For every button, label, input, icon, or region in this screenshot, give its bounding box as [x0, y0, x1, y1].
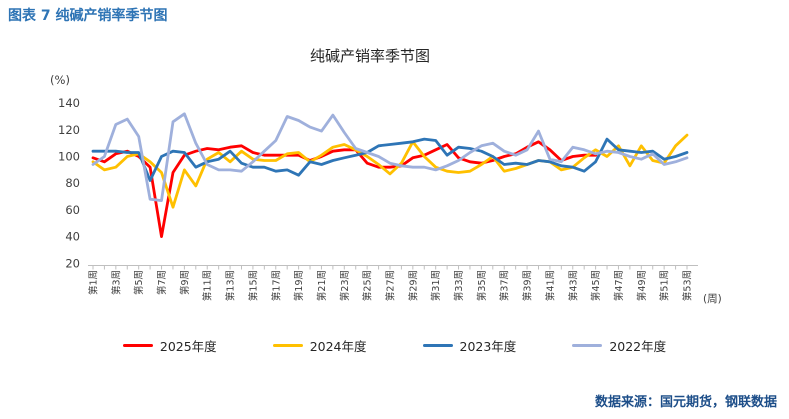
x-tick-label: 第3周: [110, 270, 122, 295]
series-line-2023年度: [91, 137, 689, 182]
x-tick-label: 第53周: [681, 270, 693, 301]
x-tick-label: 第27周: [384, 270, 396, 301]
x-tick-label: 第5周: [133, 270, 145, 295]
legend-swatch: [572, 343, 603, 348]
x-tick-label: 第33周: [453, 270, 465, 301]
x-tick-label: 第21周: [316, 270, 328, 301]
chart-legend: 2025年度 2024年度 2023年度 2022年度: [0, 336, 789, 355]
legend-swatch: [122, 343, 153, 348]
x-axis-unit-label: (周): [703, 293, 722, 305]
y-tick-label: 100: [58, 150, 80, 164]
x-tick-label: 第17周: [270, 270, 282, 301]
legend-item-2023年度: 2023年度: [422, 336, 517, 355]
x-tick-label: 第1周: [88, 270, 100, 295]
x-tick-label: 第43周: [567, 270, 579, 301]
x-tick-label: 第15周: [247, 270, 259, 301]
x-tick-label: 第45周: [590, 270, 602, 301]
figure-caption: 图表 7 纯碱产销率季节图: [8, 8, 168, 24]
y-tick-label: 60: [65, 203, 80, 217]
series-line-2022年度: [91, 112, 689, 203]
x-tick-label: 第47周: [613, 270, 625, 301]
x-tick-label: 第25周: [362, 270, 374, 301]
y-tick-label: 140: [58, 96, 80, 110]
x-tick-label: 第9周: [179, 270, 191, 295]
x-tick-label: 第37周: [499, 270, 511, 301]
x-tick-label: 第13周: [225, 270, 237, 301]
y-tick-label: 40: [65, 230, 80, 244]
chart-title: 纯碱产销率季节图: [309, 47, 430, 65]
x-tick-label: 第41周: [544, 270, 556, 301]
series-line-2024年度: [91, 133, 689, 209]
y-tick-label: 20: [65, 256, 80, 270]
y-axis-unit-label: (%): [50, 73, 70, 87]
x-tick-label: 第31周: [430, 270, 442, 301]
source-note: 数据来源：国元期货，钢联数据: [594, 395, 777, 410]
x-tick-label: 第29周: [407, 270, 419, 301]
legend-label: 2025年度: [159, 339, 217, 354]
x-tick-label: 第39周: [522, 270, 534, 301]
x-tick-label: 第11周: [202, 270, 214, 301]
legend-swatch: [422, 343, 453, 348]
legend-label: 2022年度: [609, 339, 667, 354]
legend-item-2025年度: 2025年度: [122, 336, 217, 355]
legend-item-2022年度: 2022年度: [572, 336, 666, 355]
x-tick-label: 第7周: [156, 270, 168, 295]
legend-swatch: [272, 343, 303, 348]
legend-label: 2024年度: [309, 339, 367, 354]
x-tick-label: 第51周: [659, 270, 671, 301]
legend-item-2024年度: 2024年度: [272, 336, 367, 355]
x-tick-label: 第23周: [339, 270, 351, 301]
x-tick-label: 第19周: [293, 270, 305, 301]
x-tick-label: 第49周: [636, 270, 648, 301]
y-tick-label: 80: [65, 176, 80, 190]
y-tick-label: 120: [58, 123, 80, 137]
legend-label: 2023年度: [459, 339, 517, 354]
x-tick-label: 第35周: [476, 270, 488, 301]
